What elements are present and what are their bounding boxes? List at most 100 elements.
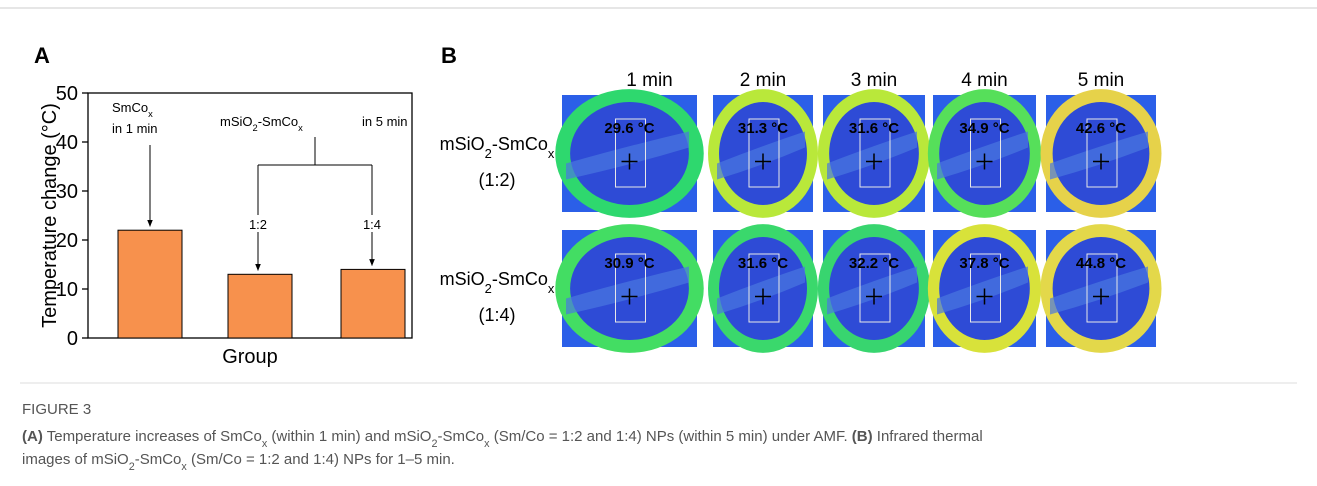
temperature: 31.6 °C (849, 120, 899, 137)
roi-box (1086, 253, 1118, 323)
label-bg (246, 215, 270, 232)
roi-box (615, 253, 646, 323)
crosshair (755, 288, 771, 305)
annotation: SmCox (112, 100, 153, 119)
text-segment: mSiO (440, 269, 485, 289)
specimen (1050, 131, 1148, 180)
text-segment: x (484, 438, 490, 450)
y-tick-label: 10 (56, 279, 78, 301)
y-tick-label: 50 (56, 83, 78, 105)
label-bg (360, 215, 384, 232)
text-segment: x (181, 461, 187, 473)
temperature: 44.8 °C (1076, 255, 1126, 272)
crosshair (755, 153, 771, 170)
temperature: 29.6 °C (604, 120, 654, 137)
text-segment: -SmCo (492, 269, 548, 289)
bar (340, 268, 406, 339)
specimen (566, 266, 689, 315)
text-segment: -SmCo (492, 134, 548, 154)
column-header: 2 min (740, 70, 786, 91)
roi-box (970, 253, 1001, 323)
text-segment: mSiO (220, 114, 253, 129)
specimen (827, 131, 917, 180)
bar (227, 273, 293, 339)
specimen (827, 266, 917, 315)
temperature: 32.2 °C (849, 255, 899, 272)
crosshair (866, 288, 882, 305)
temperature: 31.6 °C (738, 255, 788, 272)
text-segment: x (548, 281, 555, 296)
roi-box (1086, 118, 1118, 188)
thermal-image: 34.9 °C (927, 89, 1042, 218)
text-segment: -SmCo (258, 114, 298, 129)
thermal-image: 37.8 °C (927, 224, 1042, 353)
thermal-image: 31.3 °C (708, 89, 818, 218)
temperature: 37.8 °C (959, 255, 1009, 272)
y-axis-label: Temperature change (°C) (39, 103, 61, 328)
row-ratio: (1:2) (478, 170, 515, 190)
text-segment: Infrared thermal (873, 428, 983, 445)
annotation: 1:4 (363, 217, 381, 232)
specimen (717, 266, 805, 315)
annotation: mSiO2-SmCox (220, 114, 303, 133)
text-segment: SmCo (112, 100, 148, 115)
crosshair (976, 288, 993, 305)
y-tick-label: 40 (56, 132, 78, 154)
roi-box (859, 118, 891, 188)
text-segment: 2 (253, 123, 258, 133)
y-tick-label: 0 (67, 328, 78, 350)
figure-number: FIGURE 3 (22, 401, 91, 418)
column-header: 5 min (1078, 70, 1124, 91)
text-segment: (Sm/Co = 1:2 and 1:4) NPs for 1–5 min. (187, 451, 455, 468)
text-segment: mSiO (440, 134, 485, 154)
specimen (937, 266, 1028, 315)
bar (117, 229, 183, 339)
temperature: 42.6 °C (1076, 120, 1126, 137)
x-axis-label: Group (222, 346, 278, 368)
crosshair (1093, 153, 1109, 170)
specimen (566, 131, 689, 180)
crosshair (621, 153, 638, 170)
thermal-image: 29.6 °C (555, 89, 704, 218)
text-segment: (Sm/Co = 1:2 and 1:4) NPs (within 5 min)… (490, 428, 852, 445)
crosshair (1093, 288, 1109, 305)
specimen (937, 131, 1028, 180)
text-segment: (A) (22, 428, 43, 445)
panel-label: B (441, 43, 457, 68)
caption-line: (A) Temperature increases of SmCox (with… (22, 428, 983, 450)
text-segment: x (262, 438, 268, 450)
thermal-image: 42.6 °C (1040, 89, 1162, 218)
text-segment: 2 (485, 281, 492, 296)
panel-label: A (34, 43, 50, 68)
column-header: 1 min (626, 70, 672, 91)
temperature: 31.3 °C (738, 120, 788, 137)
text-segment: x (548, 146, 555, 161)
specimen (1050, 266, 1148, 315)
thermal-image: 30.9 °C (555, 224, 704, 353)
text-segment: x (148, 109, 153, 119)
text-segment: (within 1 min) and mSiO (267, 428, 431, 445)
temperature: 34.9 °C (959, 120, 1009, 137)
text-segment: (B) (852, 428, 873, 445)
bracket (258, 137, 372, 166)
annotation: 1:2 (249, 217, 267, 232)
crosshair (866, 153, 882, 170)
text-segment: 2 (485, 146, 492, 161)
thermal-image: 31.6 °C (708, 224, 818, 353)
row-label: mSiO2-SmCox (440, 134, 555, 161)
caption-line: images of mSiO2-SmCox (Sm/Co = 1:2 and 1… (22, 451, 455, 473)
thermal-image: 32.2 °C (817, 224, 931, 353)
row-label: mSiO2-SmCox (440, 269, 555, 296)
column-header: 4 min (961, 70, 1007, 91)
temperature: 30.9 °C (604, 255, 654, 272)
column-header: 3 min (851, 70, 897, 91)
annotation: in 1 min (112, 121, 158, 136)
text-segment: -SmCo (437, 428, 484, 445)
annotation: in 5 min (362, 114, 408, 129)
crosshair (976, 153, 993, 170)
roi-box (748, 253, 780, 323)
text-segment: Temperature increases of SmCo (43, 428, 262, 445)
roi-box (970, 118, 1001, 188)
roi-box (615, 118, 646, 188)
